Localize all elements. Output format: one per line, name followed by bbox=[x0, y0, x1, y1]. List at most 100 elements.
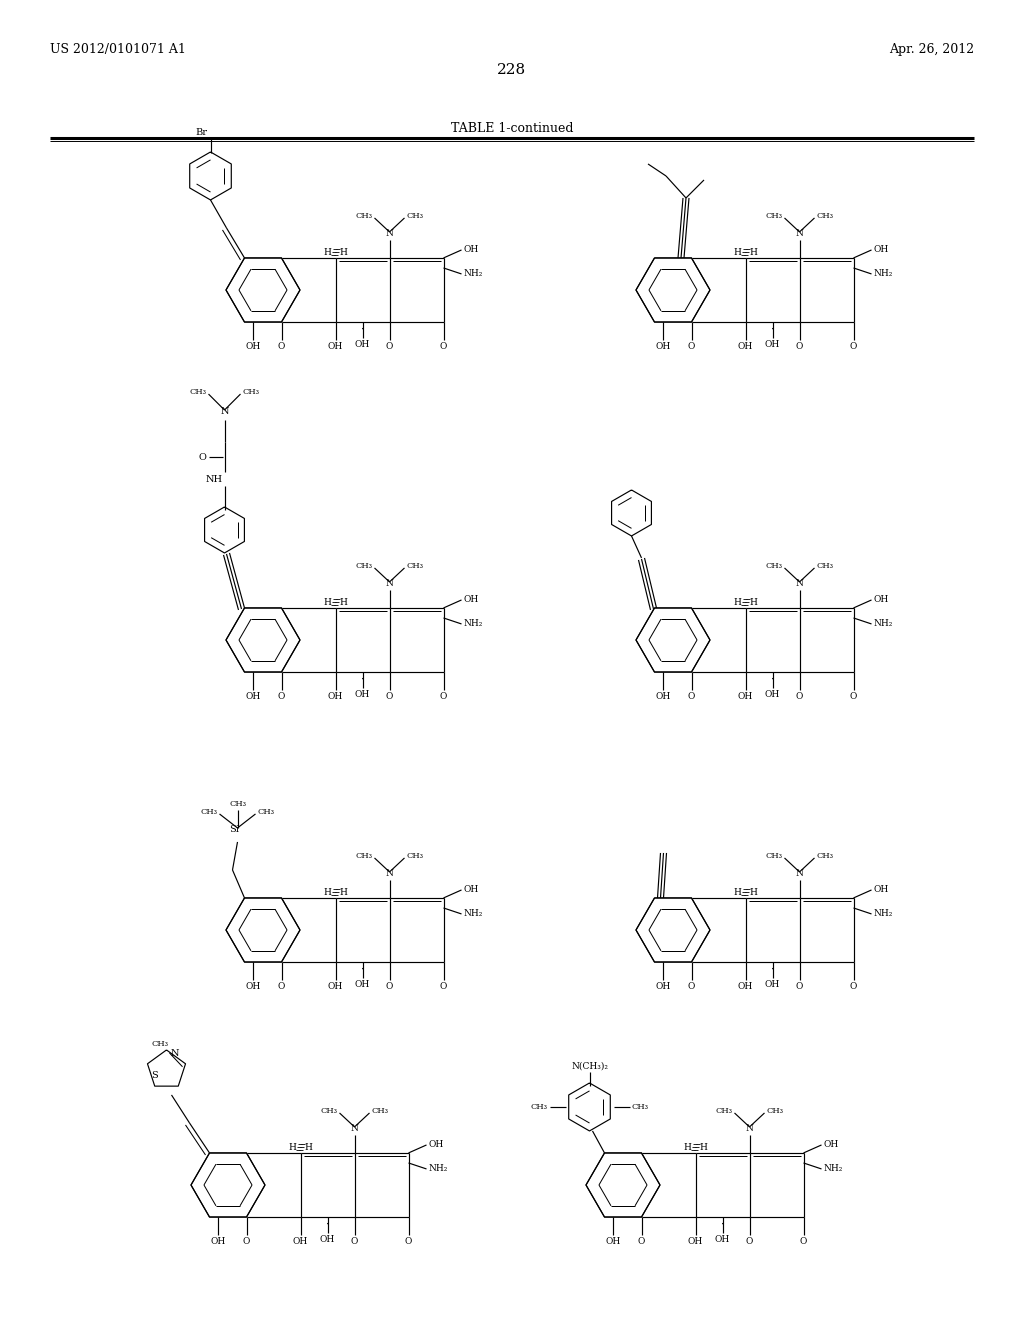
Text: N: N bbox=[796, 869, 804, 878]
Text: CH₃: CH₃ bbox=[152, 1040, 169, 1048]
Text: H: H bbox=[733, 888, 741, 898]
Text: N: N bbox=[386, 869, 393, 878]
Text: O: O bbox=[404, 1237, 413, 1246]
Text: OH: OH bbox=[355, 341, 370, 348]
Text: O: O bbox=[278, 692, 286, 701]
Text: CH₃: CH₃ bbox=[716, 1107, 732, 1115]
Text: CH₃: CH₃ bbox=[530, 1104, 548, 1111]
Text: O: O bbox=[440, 342, 447, 351]
Text: CH₃: CH₃ bbox=[355, 851, 373, 859]
Text: N: N bbox=[386, 228, 393, 238]
Text: NH₂: NH₂ bbox=[428, 1164, 447, 1173]
Text: CH₃: CH₃ bbox=[355, 213, 373, 220]
Text: OH: OH bbox=[464, 246, 479, 255]
Text: OH: OH bbox=[655, 342, 671, 351]
Text: OH: OH bbox=[738, 342, 753, 351]
Text: N: N bbox=[170, 1049, 179, 1059]
Text: O: O bbox=[850, 982, 857, 991]
Text: OH: OH bbox=[355, 690, 370, 700]
Text: CH₃: CH₃ bbox=[372, 1107, 388, 1115]
Text: CH₃: CH₃ bbox=[407, 213, 424, 220]
Text: NH₂: NH₂ bbox=[823, 1164, 843, 1173]
Text: S: S bbox=[152, 1072, 158, 1081]
Text: H: H bbox=[750, 598, 758, 607]
Text: OH: OH bbox=[873, 595, 889, 605]
Text: OH: OH bbox=[464, 595, 479, 605]
Text: ·: · bbox=[360, 325, 365, 335]
Text: OH: OH bbox=[293, 1237, 308, 1246]
Text: OH: OH bbox=[605, 1237, 621, 1246]
Text: OH: OH bbox=[328, 692, 343, 701]
Text: CH₃: CH₃ bbox=[632, 1104, 648, 1111]
Text: CH₃: CH₃ bbox=[766, 851, 782, 859]
Text: ·: · bbox=[771, 675, 774, 685]
Text: O: O bbox=[440, 692, 447, 701]
Text: CH₃: CH₃ bbox=[189, 388, 207, 396]
Text: H: H bbox=[750, 248, 758, 257]
Text: O: O bbox=[796, 982, 803, 991]
Text: OH: OH bbox=[715, 1236, 730, 1243]
Text: H: H bbox=[733, 248, 741, 257]
Text: N: N bbox=[386, 579, 393, 587]
Text: O: O bbox=[386, 982, 393, 991]
Text: H: H bbox=[324, 248, 332, 257]
Text: O: O bbox=[199, 453, 207, 462]
Text: OH: OH bbox=[765, 979, 780, 989]
Text: Apr. 26, 2012: Apr. 26, 2012 bbox=[889, 44, 974, 57]
Text: OH: OH bbox=[246, 342, 261, 351]
Text: 228: 228 bbox=[498, 63, 526, 77]
Text: H: H bbox=[289, 1143, 297, 1152]
Text: CH₃: CH₃ bbox=[816, 562, 834, 570]
Text: CH₃: CH₃ bbox=[257, 808, 274, 816]
Text: H: H bbox=[304, 1143, 312, 1152]
Text: O: O bbox=[638, 1237, 645, 1246]
Text: CH₃: CH₃ bbox=[816, 213, 834, 220]
Text: O: O bbox=[386, 692, 393, 701]
Text: Si: Si bbox=[229, 825, 240, 834]
Text: H: H bbox=[324, 598, 332, 607]
Text: O: O bbox=[688, 692, 695, 701]
Text: TABLE 1-continued: TABLE 1-continued bbox=[451, 121, 573, 135]
Text: ·: · bbox=[721, 1220, 724, 1230]
Text: CH₃: CH₃ bbox=[407, 562, 424, 570]
Text: ·: · bbox=[360, 675, 365, 685]
Text: O: O bbox=[796, 692, 803, 701]
Text: OH: OH bbox=[873, 886, 889, 895]
Text: OH: OH bbox=[246, 982, 261, 991]
Text: O: O bbox=[745, 1237, 754, 1246]
Text: OH: OH bbox=[765, 341, 780, 348]
Text: ·: · bbox=[771, 325, 774, 335]
Text: OH: OH bbox=[823, 1140, 839, 1150]
Text: ·: · bbox=[360, 965, 365, 975]
Text: OH: OH bbox=[319, 1236, 335, 1243]
Text: OH: OH bbox=[738, 982, 753, 991]
Text: CH₃: CH₃ bbox=[766, 562, 782, 570]
Text: H: H bbox=[684, 1143, 691, 1152]
Text: CH₃: CH₃ bbox=[407, 851, 424, 859]
Text: O: O bbox=[386, 342, 393, 351]
Text: O: O bbox=[796, 342, 803, 351]
Text: US 2012/0101071 A1: US 2012/0101071 A1 bbox=[50, 44, 186, 57]
Text: H: H bbox=[750, 888, 758, 898]
Text: CH₃: CH₃ bbox=[816, 851, 834, 859]
Text: OH: OH bbox=[464, 886, 479, 895]
Text: ·: · bbox=[771, 965, 774, 975]
Text: N: N bbox=[220, 407, 228, 416]
Text: N: N bbox=[745, 1123, 754, 1133]
Text: H: H bbox=[340, 248, 347, 257]
Text: O: O bbox=[278, 342, 286, 351]
Text: N: N bbox=[796, 579, 804, 587]
Text: H: H bbox=[340, 888, 347, 898]
Text: CH₃: CH₃ bbox=[201, 808, 217, 816]
Text: OH: OH bbox=[328, 982, 343, 991]
Text: H: H bbox=[340, 598, 347, 607]
Text: Br: Br bbox=[196, 128, 208, 137]
Text: OH: OH bbox=[688, 1237, 703, 1246]
Text: OH: OH bbox=[765, 690, 780, 700]
Text: CH₃: CH₃ bbox=[766, 213, 782, 220]
Text: CH₃: CH₃ bbox=[767, 1107, 783, 1115]
Text: NH: NH bbox=[206, 475, 222, 484]
Text: NH₂: NH₂ bbox=[873, 909, 893, 919]
Text: NH₂: NH₂ bbox=[464, 269, 483, 279]
Text: OH: OH bbox=[655, 692, 671, 701]
